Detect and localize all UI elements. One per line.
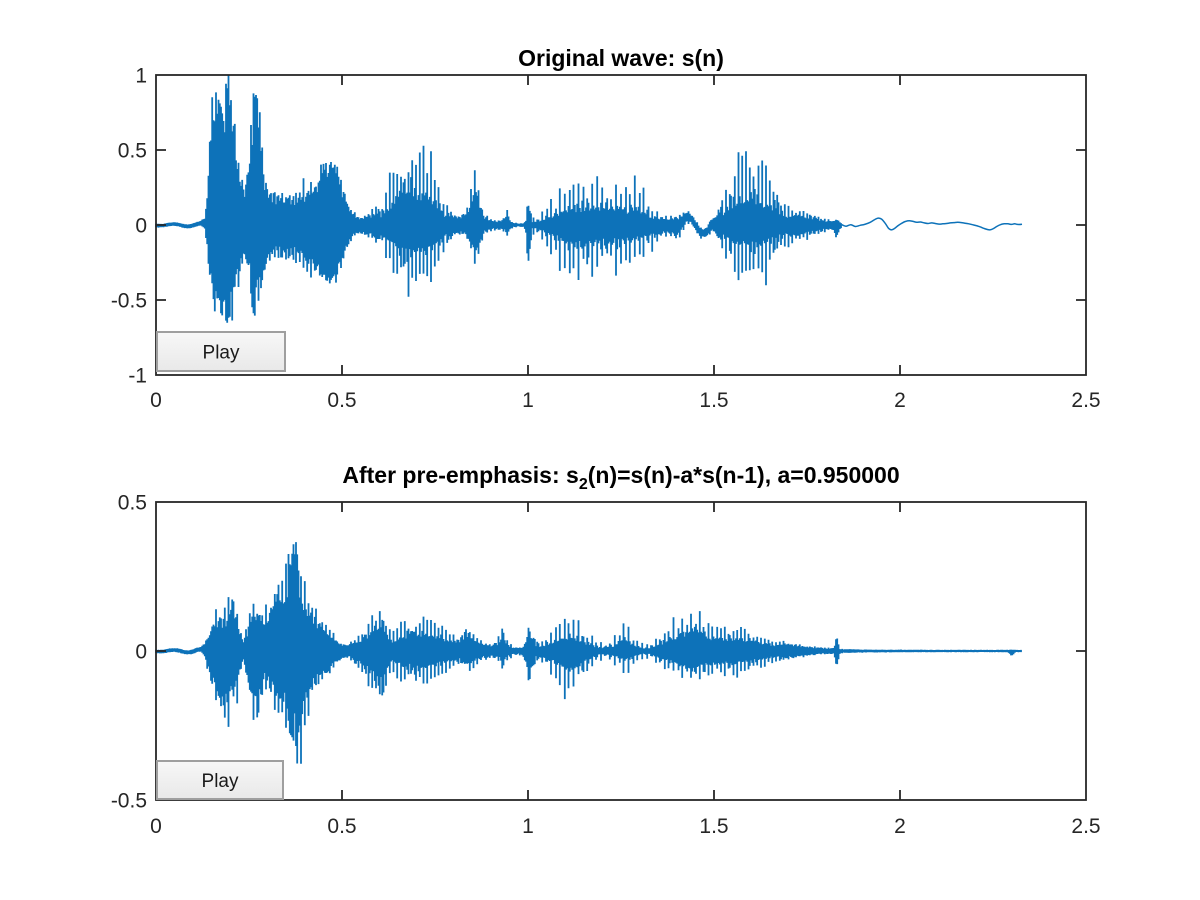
svg-text:1: 1 [522,389,534,412]
svg-text:0: 0 [135,215,147,238]
svg-text:0.5: 0.5 [118,140,147,163]
svg-text:Play: Play [203,343,240,364]
svg-text:-0.5: -0.5 [111,790,147,813]
svg-text:1.5: 1.5 [699,815,728,838]
svg-text:Original wave: s(n): Original wave: s(n) [518,45,724,71]
svg-text:2.5: 2.5 [1071,389,1100,412]
svg-text:0.5: 0.5 [118,492,147,515]
svg-text:After pre-emphasis: s2(n)=s(n): After pre-emphasis: s2(n)=s(n)-a*s(n-1),… [342,462,899,493]
svg-text:1.5: 1.5 [699,389,728,412]
svg-text:0: 0 [150,389,162,412]
svg-text:1: 1 [522,815,534,838]
svg-text:-0.5: -0.5 [111,290,147,313]
svg-text:0: 0 [150,815,162,838]
svg-text:2.5: 2.5 [1071,815,1100,838]
svg-text:0.5: 0.5 [327,389,356,412]
svg-text:Play: Play [202,771,239,792]
svg-text:0.5: 0.5 [327,815,356,838]
svg-text:2: 2 [894,815,906,838]
svg-text:-1: -1 [128,365,147,388]
svg-text:1: 1 [135,65,147,88]
svg-text:2: 2 [894,389,906,412]
svg-text:0: 0 [135,641,147,664]
